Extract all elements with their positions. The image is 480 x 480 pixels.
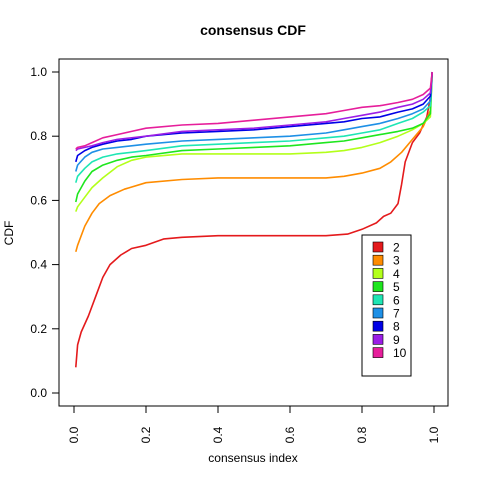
- y-axis-label: CDF: [2, 221, 16, 246]
- legend-swatch-10: [372, 347, 384, 358]
- legend-box: [361, 234, 412, 377]
- x-tick-label: 0.2: [139, 426, 153, 443]
- y-tick-label: 0.0: [30, 386, 47, 400]
- x-tick-label: 0.4: [211, 426, 225, 443]
- series-line-3: [75, 71, 433, 253]
- x-tick-label: 0.6: [283, 426, 297, 443]
- legend-swatch-6: [372, 294, 384, 306]
- y-tick-label: 0.6: [30, 193, 47, 207]
- x-axis-ticks: 0.0 0.2 0.4 0.6 0.8 1.0: [67, 406, 441, 443]
- y-tick-label: 0.4: [30, 258, 47, 272]
- legend-label-4: 4: [393, 267, 400, 281]
- x-tick-label: 0.8: [355, 426, 369, 443]
- x-tick-label: 1.0: [427, 426, 441, 443]
- legend-label-5: 5: [393, 280, 400, 294]
- series-line-7: [75, 71, 433, 172]
- legend-label-6: 6: [393, 293, 400, 307]
- legend-swatch-9: [372, 334, 384, 345]
- legend-swatch-7: [372, 307, 384, 319]
- series-line-8: [75, 71, 433, 163]
- series-line-10: [75, 71, 433, 150]
- legend-label-3: 3: [393, 254, 400, 268]
- y-tick-label: 0.8: [30, 129, 47, 143]
- legend-swatch-8: [372, 320, 384, 332]
- series-line-9: [75, 71, 433, 152]
- x-axis-label: consensus index: [208, 451, 297, 465]
- series-line-5: [75, 71, 433, 203]
- series-lines: [75, 71, 433, 368]
- legend-swatch-5: [372, 281, 384, 292]
- y-axis-ticks: 0.0 0.2 0.4 0.6 0.8 1.0: [30, 65, 59, 400]
- y-tick-label: 1.0: [30, 65, 47, 79]
- legend-swatch-3: [372, 254, 384, 266]
- legend-label-8: 8: [393, 320, 400, 334]
- legend-label-10: 10: [393, 346, 407, 360]
- chart-title: consensus CDF: [200, 22, 306, 38]
- legend-label-7: 7: [393, 307, 400, 321]
- legend-label-9: 9: [393, 333, 400, 347]
- series-line-6: [75, 71, 433, 183]
- series-line-4: [75, 71, 433, 212]
- x-tick-label: 0.0: [67, 426, 81, 443]
- y-tick-label: 0.2: [30, 322, 47, 336]
- legend-swatch-4: [372, 268, 384, 279]
- series-line-2: [75, 71, 433, 368]
- legend-label-2: 2: [393, 241, 400, 255]
- legend-swatch-2: [372, 241, 384, 253]
